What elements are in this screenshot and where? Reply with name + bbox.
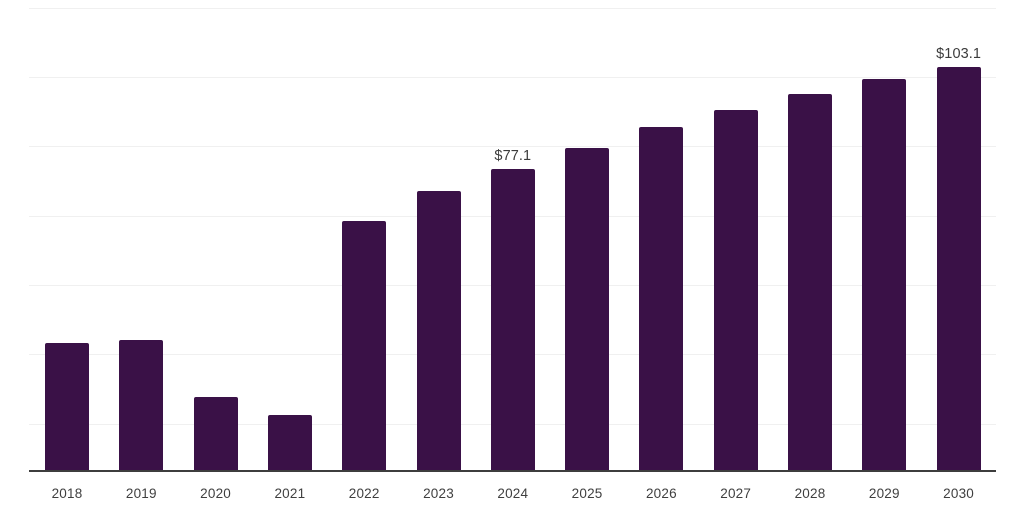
x-tick-label-2027: 2027 <box>720 486 752 501</box>
bar-2020[interactable] <box>193 397 238 470</box>
gridline <box>29 77 996 78</box>
bar-2027[interactable] <box>713 110 758 470</box>
bar-value-label-2030: $103.1 <box>936 46 982 63</box>
x-tick-label-2026: 2026 <box>645 486 677 501</box>
bar-group-2019[interactable] <box>119 0 164 471</box>
bar-group-2024[interactable]: $77.1 <box>490 0 535 471</box>
bar-2025[interactable] <box>565 147 610 470</box>
bar-group-2030[interactable]: $103.1 <box>936 0 982 471</box>
bar-group-2018[interactable] <box>45 0 89 471</box>
x-tick-label-2025: 2025 <box>571 486 603 501</box>
gridline <box>29 8 996 9</box>
x-tick-label-2022: 2022 <box>348 486 380 501</box>
x-tick-label-2019: 2019 <box>125 486 157 501</box>
x-tick-label-2030: 2030 <box>943 486 975 501</box>
bar-group-2028[interactable] <box>788 0 832 471</box>
x-tick-label-2028: 2028 <box>794 486 826 501</box>
bar-2030[interactable] <box>936 67 981 470</box>
bars-layer: $77.1 $103.1 <box>45 0 982 471</box>
bar-group-2023[interactable] <box>416 0 461 471</box>
x-axis-line <box>29 470 996 472</box>
x-axis-labels: 2018 2019 2020 2021 2022 2023 2024 2025 2026 2027… <box>0 484 1024 512</box>
bar-2022[interactable] <box>342 220 387 470</box>
bar-value-label-2024: $77.1 <box>494 147 532 164</box>
bar-2021[interactable] <box>267 415 312 470</box>
bar-2023[interactable] <box>416 191 461 470</box>
x-tick-label-2021: 2021 <box>274 486 306 501</box>
bar-2024[interactable] <box>490 168 535 470</box>
x-tick-label-2020: 2020 <box>200 486 232 501</box>
bar-2019[interactable] <box>119 339 164 470</box>
x-tick-label-2023: 2023 <box>423 486 454 501</box>
bar-group-2021[interactable] <box>267 0 312 471</box>
bar-group-2020[interactable] <box>193 0 238 471</box>
bar-group-2029[interactable] <box>862 0 907 471</box>
bar-2028[interactable] <box>788 93 832 470</box>
x-tick-label-2018: 2018 <box>51 486 83 501</box>
bar-2029[interactable] <box>862 78 907 470</box>
bar-group-2025[interactable] <box>565 0 610 471</box>
bar-2018[interactable] <box>45 343 89 470</box>
bar-group-2026[interactable] <box>639 0 684 471</box>
gridline <box>29 146 996 147</box>
bar-group-2027[interactable] <box>713 0 758 471</box>
x-tick-label-2029: 2029 <box>868 486 900 501</box>
x-tick-label-2024: 2024 <box>497 486 529 501</box>
bar-2026[interactable] <box>639 127 684 470</box>
bar-group-2022[interactable] <box>342 0 387 471</box>
